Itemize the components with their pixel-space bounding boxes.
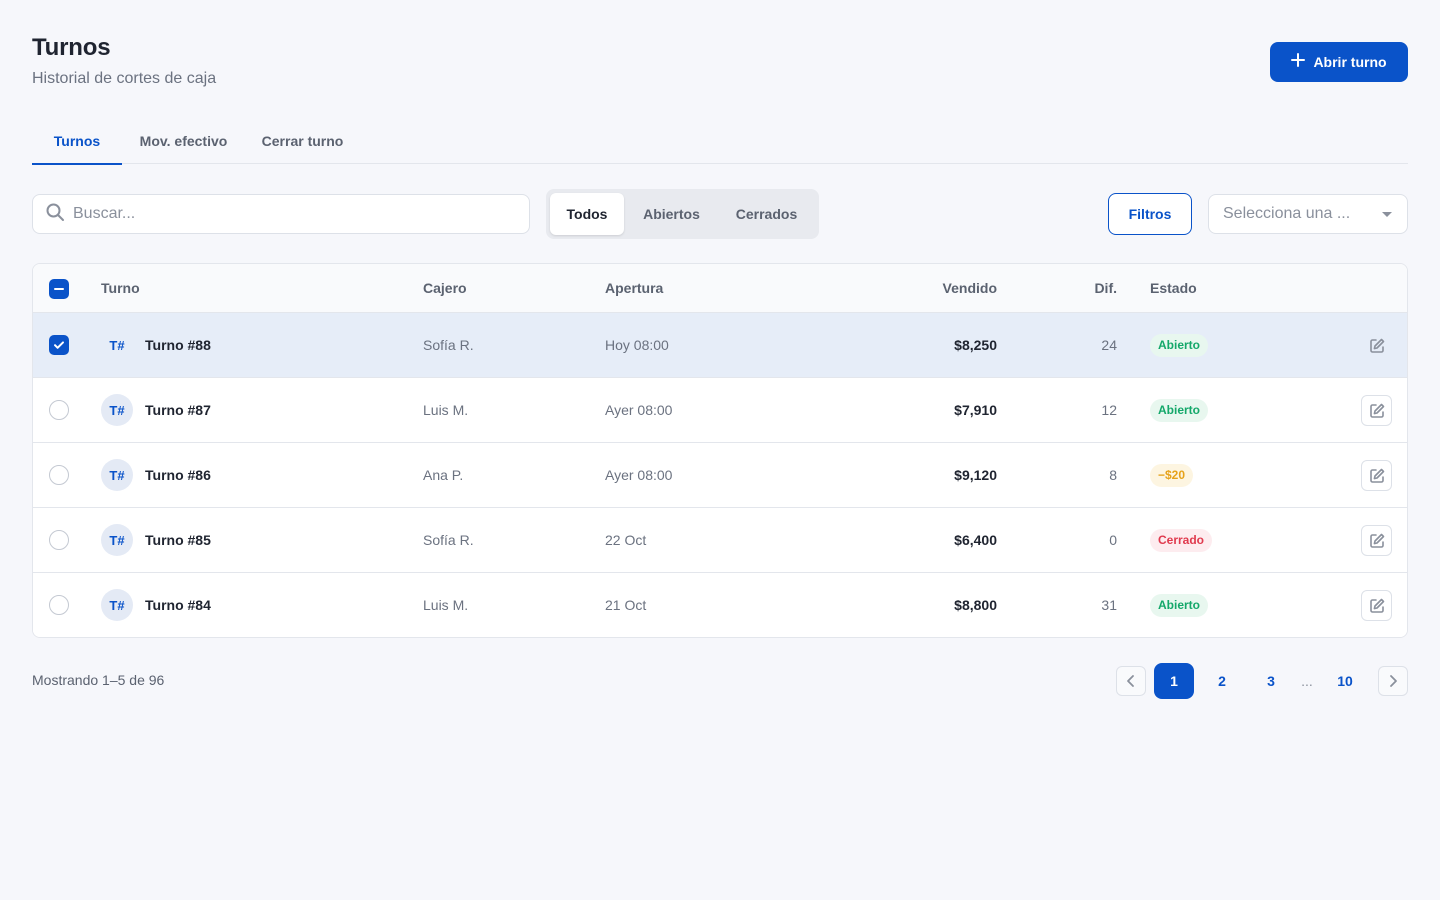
edit-icon [1369,533,1384,548]
difference: 0 [1109,532,1117,548]
shift-avatar: T# [101,394,133,426]
opened-at: 21 Oct [605,597,647,613]
prev-page-button[interactable] [1116,666,1146,696]
cashier: Sofía R. [423,532,474,548]
table-header: Turno Cajero Apertura Vendido Dif. Estad… [33,264,1407,313]
select-all-checkbox[interactable] [49,279,69,299]
status-badge: Abierto [1150,594,1208,617]
edit-icon [1369,403,1384,418]
page-2[interactable]: 2 [1218,673,1226,689]
search-input[interactable] [73,205,493,223]
page-ellipsis: ... [1301,673,1313,689]
opened-at: Hoy 08:00 [605,337,669,353]
table-row[interactable]: T# Turno #87 Luis M. Ayer 08:00 $7,910 1… [33,378,1407,443]
pagination: 1 2 3 ... 10 [1116,663,1408,699]
amount-sold: $6,400 [954,532,997,548]
table-row[interactable]: T# Turno #86 Ana P. Ayer 08:00 $9,120 8 … [33,443,1407,508]
cashier: Luis M. [423,402,469,418]
results-count: Mostrando 1–5 de 96 [32,672,165,688]
row-checkbox[interactable] [49,465,69,485]
open-shift-label: Abrir turno [1313,54,1387,70]
search-box [32,194,530,234]
difference: 8 [1109,467,1117,483]
opened-at: Ayer 08:00 [605,402,673,418]
tab-mov-efectivo[interactable]: Mov. efectivo [139,133,228,149]
open-shift-button[interactable]: Abrir turno [1270,42,1408,82]
shift-name[interactable]: Turno #86 [145,467,211,483]
tab-turnos[interactable]: Turnos [32,118,122,165]
chevron-right-icon [1390,675,1397,687]
page-1[interactable]: 1 [1154,663,1194,699]
edit-icon [1369,468,1384,483]
search-icon [45,202,65,227]
edit-icon [1369,598,1384,613]
cashier: Luis M. [423,597,469,613]
filters-button[interactable]: Filtros [1108,193,1192,235]
amount-sold: $7,910 [954,402,997,418]
row-checkbox[interactable] [49,595,69,615]
page-10[interactable]: 10 [1337,673,1353,689]
row-checkbox[interactable] [49,530,69,550]
status-badge: Abierto [1150,399,1208,422]
col-estado[interactable]: Estado [1150,280,1197,296]
page-subtitle: Historial de cortes de caja [32,70,217,87]
edit-icon [1369,338,1384,353]
shift-avatar: T# [101,459,133,491]
status-badge: Cerrado [1150,529,1213,552]
opened-at: Ayer 08:00 [605,467,673,483]
col-turno[interactable]: Turno [101,280,140,296]
select-placeholder: Selecciona una ... [1223,205,1351,222]
edit-button[interactable] [1361,590,1392,621]
status-badge: Abierto [1150,334,1208,357]
select-dropdown[interactable]: Selecciona una ... [1208,194,1408,234]
plus-icon [1291,51,1306,71]
col-dif[interactable]: Dif. [1094,280,1117,296]
amount-sold: $9,120 [954,467,997,483]
difference: 24 [1101,337,1117,353]
shifts-table: Turno Cajero Apertura Vendido Dif. Estad… [32,263,1408,638]
chevron-down-icon [1382,212,1392,217]
shift-avatar: T# [109,337,125,353]
col-apertura[interactable]: Apertura [605,280,664,296]
col-cajero[interactable]: Cajero [423,280,467,296]
shift-name[interactable]: Turno #84 [145,597,211,613]
row-checkbox[interactable] [49,400,69,420]
segment-cerrados[interactable]: Cerrados [735,206,798,222]
tab-bar: Turnos Mov. efectivo Cerrar turno [32,118,1408,165]
edit-button[interactable] [1361,460,1392,491]
status-badge: −$20 [1150,464,1194,487]
shift-avatar: T# [101,589,133,621]
page-3[interactable]: 3 [1267,673,1275,689]
amount-sold: $8,250 [954,337,997,353]
cashier: Ana P. [423,467,464,483]
difference: 31 [1101,597,1117,613]
chevron-left-icon [1127,675,1134,687]
shift-name[interactable]: Turno #87 [145,402,211,418]
status-segmented-control: Todos Abiertos Cerrados [546,189,819,239]
edit-button[interactable] [1361,395,1392,426]
amount-sold: $8,800 [954,597,997,613]
tab-cerrar-turno[interactable]: Cerrar turno [261,133,344,149]
next-page-button[interactable] [1378,666,1408,696]
table-row[interactable]: T# Turno #84 Luis M. 21 Oct $8,800 31 Ab… [33,573,1407,637]
row-checkbox[interactable] [49,335,69,355]
col-vendido[interactable]: Vendido [942,280,997,296]
cashier: Sofía R. [423,337,474,353]
segment-todos[interactable]: Todos [550,193,624,235]
shift-name[interactable]: Turno #85 [145,532,211,548]
table-row[interactable]: T# Turno #88 Sofía R. Hoy 08:00 $8,250 2… [33,313,1407,378]
shift-name[interactable]: Turno #88 [145,337,211,353]
segment-abiertos[interactable]: Abiertos [643,206,700,222]
edit-button[interactable] [1361,330,1392,361]
edit-button[interactable] [1361,525,1392,556]
difference: 12 [1101,402,1117,418]
table-row[interactable]: T# Turno #85 Sofía R. 22 Oct $6,400 0 Ce… [33,508,1407,573]
page-title: Turnos [32,34,111,61]
shift-avatar: T# [101,524,133,556]
opened-at: 22 Oct [605,532,647,548]
